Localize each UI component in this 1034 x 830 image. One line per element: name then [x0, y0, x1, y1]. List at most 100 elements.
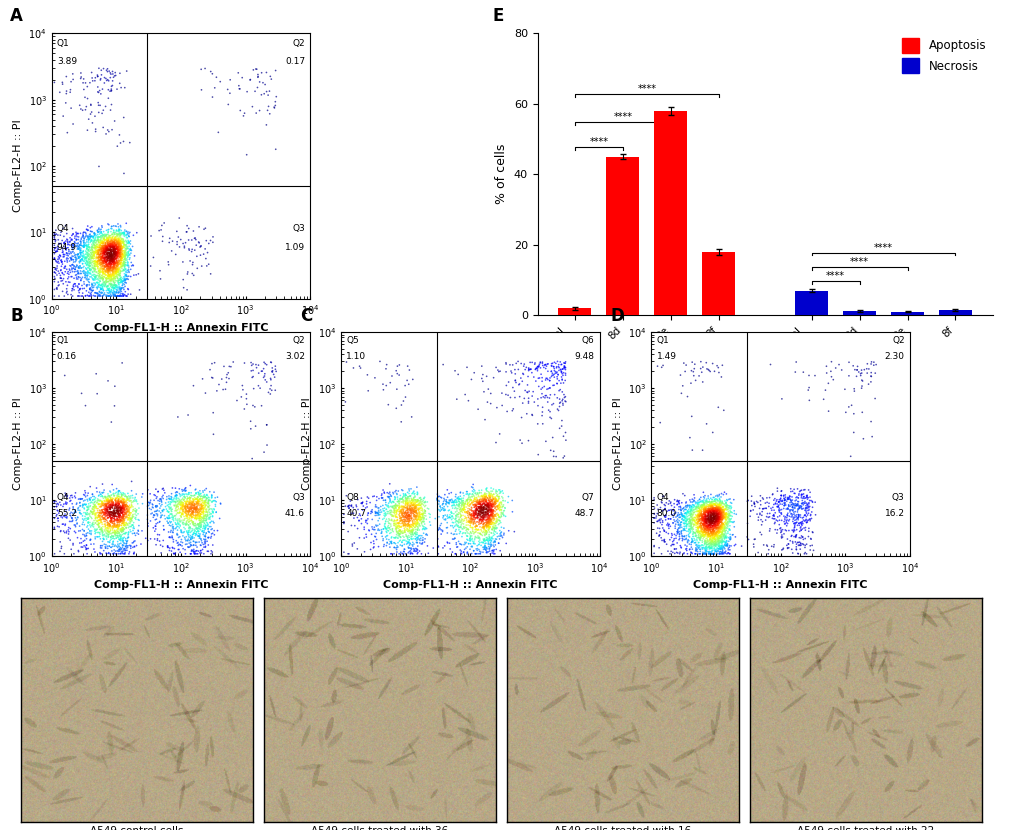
- Point: [404, 527, 421, 540]
- Point: [123, 512, 140, 525]
- Point: [704, 535, 721, 548]
- Point: [703, 500, 720, 513]
- Point: [113, 224, 129, 237]
- Point: [793, 518, 810, 531]
- Point: [683, 533, 700, 546]
- Point: [169, 507, 185, 520]
- Point: [395, 494, 412, 507]
- Point: [96, 242, 113, 255]
- Point: [714, 500, 731, 513]
- Point: [705, 537, 722, 550]
- Point: [691, 525, 707, 538]
- Point: [714, 534, 731, 547]
- Point: [772, 506, 789, 520]
- Point: [685, 527, 701, 540]
- Point: [70, 504, 87, 517]
- Point: [689, 501, 705, 515]
- Point: [70, 240, 87, 253]
- Point: [200, 496, 216, 510]
- Point: [110, 234, 126, 247]
- Point: [90, 266, 107, 280]
- Point: [109, 251, 125, 265]
- Point: [674, 509, 691, 522]
- Point: [478, 514, 494, 527]
- Point: [657, 533, 673, 546]
- Point: [197, 495, 214, 508]
- Point: [174, 508, 190, 521]
- Point: [723, 512, 739, 525]
- Point: [128, 268, 145, 281]
- Point: [176, 490, 192, 503]
- Point: [381, 500, 397, 514]
- Point: [368, 533, 385, 546]
- Point: [407, 504, 424, 517]
- Point: [788, 355, 804, 369]
- Point: [115, 256, 131, 269]
- Point: [475, 505, 491, 519]
- Point: [398, 491, 415, 505]
- Point: [174, 499, 190, 512]
- Point: [105, 269, 122, 282]
- Point: [488, 515, 505, 529]
- Point: [115, 264, 131, 277]
- Point: [199, 259, 215, 272]
- Point: [194, 512, 211, 525]
- Point: [113, 244, 129, 257]
- Point: [717, 511, 733, 525]
- Point: [75, 506, 92, 520]
- Point: [101, 269, 118, 282]
- Point: [369, 506, 386, 520]
- Point: [101, 268, 118, 281]
- Point: [112, 256, 128, 270]
- Point: [146, 508, 162, 521]
- Point: [711, 530, 728, 543]
- Text: 3.89: 3.89: [57, 57, 77, 66]
- Point: [94, 239, 111, 252]
- Point: [117, 498, 133, 511]
- Text: 3.02: 3.02: [285, 352, 305, 361]
- Point: [102, 280, 119, 293]
- Point: [265, 364, 281, 378]
- Point: [59, 248, 75, 261]
- Point: [185, 506, 202, 520]
- Point: [795, 502, 812, 515]
- Point: [80, 92, 96, 105]
- Point: [91, 285, 108, 298]
- Point: [86, 507, 102, 520]
- Point: [480, 511, 496, 525]
- Point: [102, 515, 119, 528]
- Point: [719, 498, 735, 511]
- Point: [62, 264, 79, 277]
- Point: [92, 513, 109, 526]
- Point: [86, 501, 102, 515]
- Point: [107, 265, 123, 278]
- Point: [472, 527, 488, 540]
- Point: [156, 523, 173, 536]
- Point: [719, 499, 735, 512]
- Point: [709, 504, 726, 517]
- Point: [91, 227, 108, 241]
- Point: [500, 375, 517, 388]
- Point: [709, 541, 726, 554]
- Point: [95, 235, 112, 248]
- Point: [713, 522, 730, 535]
- Point: [713, 513, 730, 526]
- Point: [97, 240, 114, 253]
- Point: [105, 520, 122, 533]
- Point: [109, 260, 125, 273]
- Point: [102, 524, 119, 537]
- Point: [781, 491, 797, 504]
- Point: [481, 540, 497, 553]
- Point: [470, 507, 487, 520]
- Point: [122, 517, 139, 530]
- Point: [693, 491, 709, 504]
- Point: [703, 521, 720, 535]
- Point: [247, 62, 264, 76]
- Point: [690, 524, 706, 537]
- Point: [118, 254, 134, 267]
- Point: [462, 491, 479, 504]
- Point: [390, 503, 406, 516]
- Point: [707, 544, 724, 558]
- Point: [765, 509, 782, 522]
- Point: [78, 250, 94, 263]
